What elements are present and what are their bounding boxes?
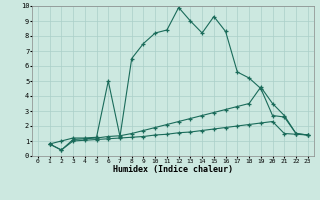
X-axis label: Humidex (Indice chaleur): Humidex (Indice chaleur) — [113, 165, 233, 174]
